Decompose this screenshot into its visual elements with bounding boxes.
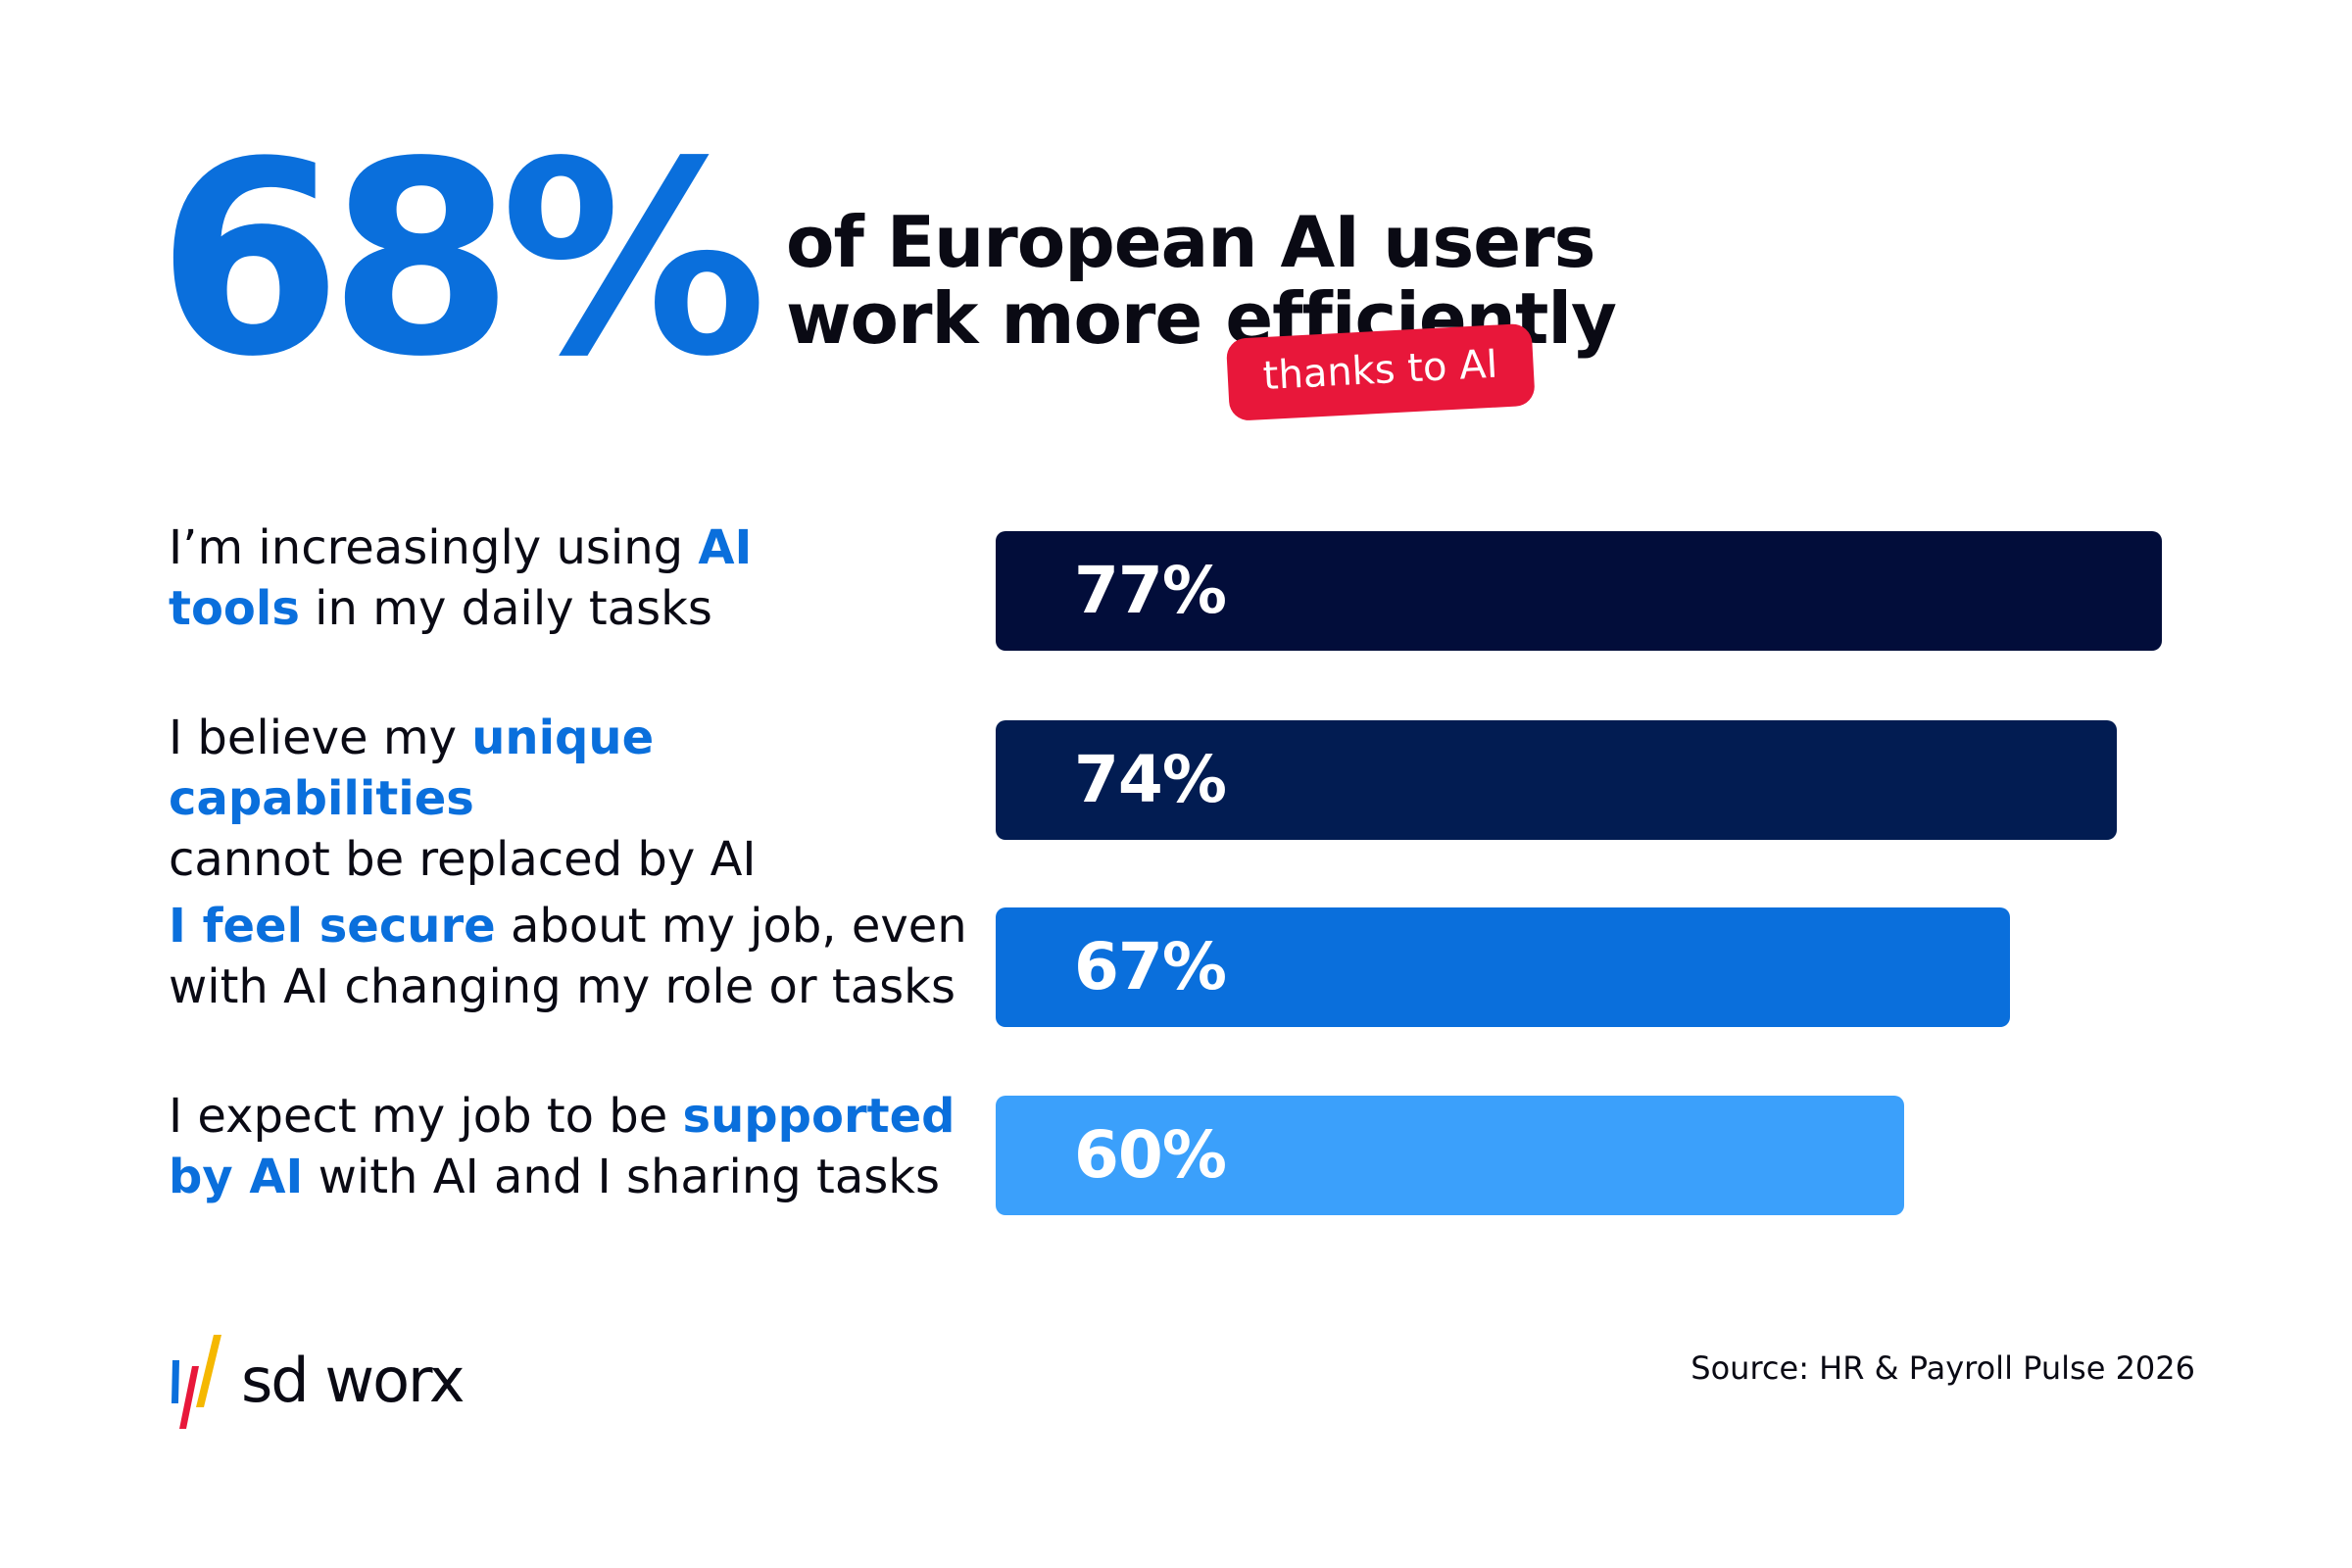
label-text: about my job, even <box>495 899 967 954</box>
thanks-to-ai-tag: thanks to AI <box>1225 322 1536 421</box>
highlight-text: tools <box>169 581 300 636</box>
sd-worx-logo-mark <box>172 1335 221 1429</box>
bar-value-label-2: 74% <box>1074 742 1227 817</box>
highlight-text: AI <box>698 520 753 575</box>
bar-2 <box>996 720 2117 840</box>
label-text: in my daily tasks <box>299 581 712 636</box>
bar-value-label-4: 60% <box>1074 1117 1227 1193</box>
bar-1 <box>996 531 2162 651</box>
highlight-text: supported <box>682 1089 956 1144</box>
label-text: I expect my job to be <box>169 1089 683 1144</box>
highlight-text: unique capabilities <box>169 710 655 826</box>
sd-worx-logo: sd worx <box>167 1335 466 1433</box>
label-text: with AI and I sharing tasks <box>303 1150 941 1204</box>
row-label-4: I expect my job to be supported by AI wit… <box>169 1086 972 1207</box>
source-note: Source: HR & Payroll Pulse 2026 <box>1690 1349 2195 1387</box>
headline-stat: 68% <box>157 106 767 416</box>
highlight-text: I feel secure <box>169 899 496 954</box>
logo-wordmark: sd worx <box>241 1345 466 1416</box>
bar-value-label-1: 77% <box>1074 553 1227 628</box>
headline-text: of European AI users work more efficient… <box>786 201 1617 357</box>
bar-value-label-3: 67% <box>1074 929 1227 1004</box>
row-label-3: I feel secure about my job, even with AI … <box>169 896 972 1017</box>
bar-3 <box>996 907 2010 1027</box>
headline-line-1: of European AI users <box>786 201 1595 283</box>
row-label-2: I believe my unique capabilities cannot b… <box>169 708 972 890</box>
label-text: I believe my <box>169 710 472 765</box>
bar-4 <box>996 1096 1904 1215</box>
row-label-1: I’m increasingly using AI tools in my dai… <box>169 517 972 639</box>
label-text: cannot be replaced by AI <box>169 832 757 887</box>
label-text: I’m increasingly using <box>169 520 699 575</box>
highlight-text: by AI <box>169 1150 304 1204</box>
label-text: with AI changing my role or tasks <box>169 959 956 1014</box>
